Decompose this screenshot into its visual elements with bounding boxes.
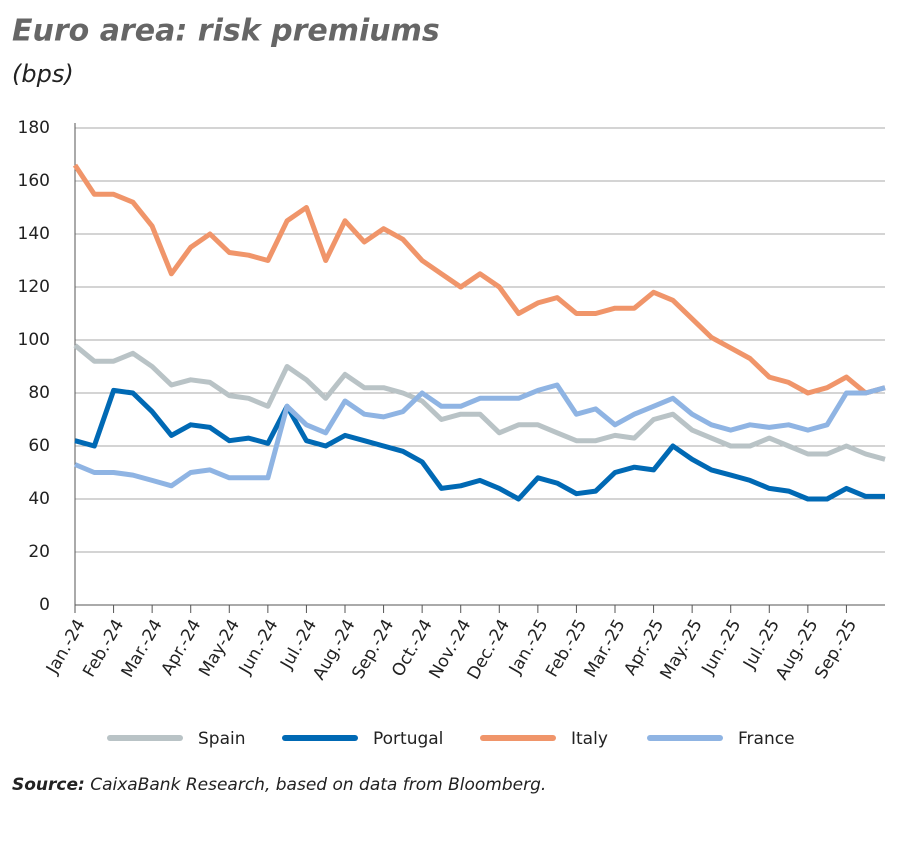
y-tick-label: 120 bbox=[18, 277, 50, 297]
source-label: Source: bbox=[12, 775, 85, 795]
source-text: CaixaBank Research, based on data from B… bbox=[90, 775, 546, 795]
chart-title: Euro area: risk premiums bbox=[12, 14, 440, 49]
y-tick-label: 140 bbox=[18, 224, 50, 244]
legend-item: Italy bbox=[480, 729, 608, 749]
y-tick-label: 180 bbox=[18, 118, 50, 138]
line-series bbox=[73, 343, 886, 462]
legend-label: Portugal bbox=[373, 729, 443, 749]
y-tick-label: 60 bbox=[28, 436, 50, 456]
y-tick-label: 100 bbox=[18, 330, 50, 350]
source: Source: CaixaBank Research, based on dat… bbox=[12, 775, 546, 795]
y-tick-label: 40 bbox=[28, 489, 50, 509]
legend-item: Portugal bbox=[282, 729, 443, 749]
legend-item: France bbox=[647, 729, 795, 749]
line-series bbox=[74, 387, 885, 502]
legend-label: France bbox=[738, 729, 795, 749]
line-series bbox=[74, 382, 886, 489]
line-series bbox=[72, 163, 886, 396]
y-tick-label: 80 bbox=[28, 383, 50, 403]
legend-label: Spain bbox=[198, 729, 246, 749]
y-tick-label: 20 bbox=[28, 542, 50, 562]
y-tick-label: 160 bbox=[18, 171, 50, 191]
legend-item: Spain bbox=[107, 729, 246, 749]
y-tick-label: 0 bbox=[39, 595, 50, 615]
legend-label: Italy bbox=[571, 729, 608, 749]
chart-subtitle: (bps) bbox=[12, 60, 74, 88]
